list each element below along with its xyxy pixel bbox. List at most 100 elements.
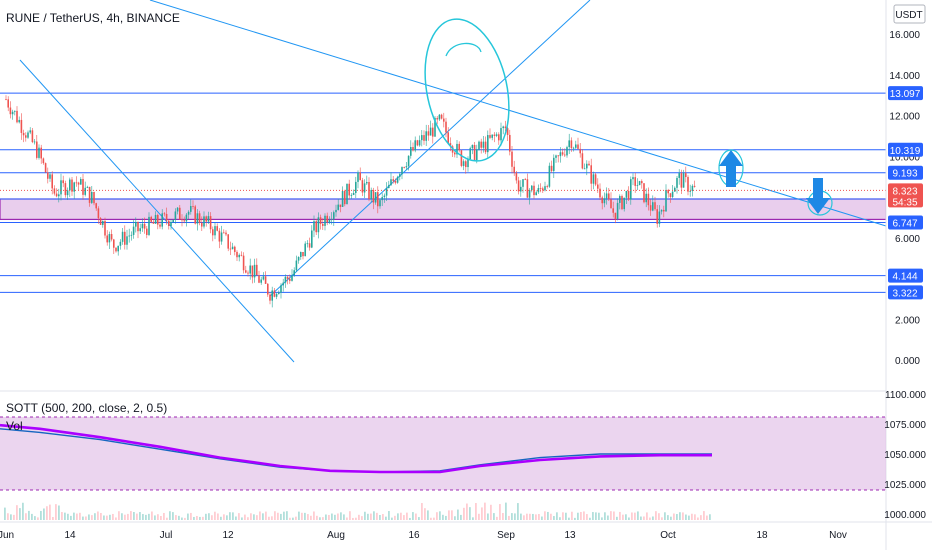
y-tick-label: 14.000 bbox=[889, 71, 920, 82]
candle-body bbox=[429, 127, 432, 136]
candle-body bbox=[333, 212, 335, 220]
candle-body bbox=[117, 245, 119, 252]
up-arrow-icon[interactable] bbox=[719, 150, 743, 187]
volume-bar bbox=[418, 517, 420, 520]
volume-bar bbox=[577, 512, 579, 520]
candle-body bbox=[416, 140, 419, 146]
candle-body bbox=[25, 135, 27, 138]
support-zone[interactable] bbox=[0, 198, 887, 221]
candle-body bbox=[190, 206, 192, 212]
volume-bar bbox=[97, 511, 99, 520]
volume-bar bbox=[283, 511, 285, 520]
candle-body bbox=[517, 180, 520, 192]
candle-body bbox=[443, 118, 445, 122]
volume-bar bbox=[118, 511, 120, 520]
volume-bar bbox=[220, 516, 222, 520]
candle-body bbox=[616, 202, 619, 219]
highlight-circle[interactable] bbox=[413, 11, 521, 168]
candle-body bbox=[570, 140, 573, 149]
candle-body bbox=[537, 188, 540, 193]
candle-body bbox=[93, 192, 95, 204]
candle-body bbox=[469, 148, 471, 160]
candle-body bbox=[597, 184, 599, 189]
volume-bar bbox=[475, 503, 477, 520]
volume-bar bbox=[142, 514, 144, 520]
candle-body bbox=[183, 220, 185, 222]
volume-bar bbox=[235, 516, 237, 520]
candle-body bbox=[300, 251, 302, 258]
x-tick-label: 12 bbox=[222, 530, 234, 541]
volume-bar bbox=[91, 515, 93, 520]
candle-body bbox=[262, 276, 265, 280]
candle-body bbox=[586, 163, 588, 169]
descending-trendline[interactable] bbox=[149, 0, 887, 227]
volume-bar bbox=[46, 506, 48, 520]
candle-body bbox=[20, 119, 23, 133]
volume-bar bbox=[130, 511, 132, 520]
level-tag-label: 3.322 bbox=[892, 288, 917, 299]
volume-bar bbox=[490, 504, 492, 520]
candle-body bbox=[665, 190, 667, 212]
volume-bar bbox=[415, 513, 417, 520]
x-tick-label: Jul bbox=[160, 530, 173, 541]
level-tag bbox=[888, 86, 923, 101]
candle-body bbox=[196, 213, 199, 224]
candle-body bbox=[322, 223, 324, 226]
candle-body bbox=[392, 179, 394, 181]
down-arrow-icon[interactable] bbox=[806, 178, 830, 214]
candle-body bbox=[550, 165, 553, 171]
volume-bar bbox=[250, 513, 252, 520]
candle-body bbox=[654, 202, 656, 210]
volume-bar bbox=[409, 517, 411, 520]
volume-bar bbox=[136, 513, 138, 520]
descending-trendline-steep[interactable] bbox=[19, 59, 295, 363]
volume-bar bbox=[574, 517, 576, 520]
sott-y-tick-label: 1025.000 bbox=[884, 480, 926, 491]
candle-body bbox=[16, 110, 18, 123]
volume-bar bbox=[553, 516, 555, 520]
volume-bar bbox=[286, 511, 288, 520]
candle-body bbox=[304, 243, 306, 257]
candle-body bbox=[22, 132, 25, 136]
volume-bar bbox=[364, 511, 366, 520]
currency-badge[interactable] bbox=[893, 4, 926, 24]
volume-bar bbox=[499, 504, 501, 520]
volume-bar bbox=[7, 513, 9, 520]
volume-bar bbox=[685, 514, 687, 520]
candle-body bbox=[53, 188, 56, 194]
candle-body bbox=[421, 135, 423, 141]
x-tick-label: Oct bbox=[660, 530, 676, 541]
volume-bar bbox=[634, 512, 636, 520]
candle-body bbox=[493, 134, 496, 136]
candle-body bbox=[220, 232, 223, 242]
x-tick-label: Aug bbox=[327, 530, 345, 541]
volume-bar bbox=[580, 511, 582, 520]
candle-body bbox=[500, 128, 502, 141]
candle-body bbox=[273, 290, 276, 297]
candle-body bbox=[612, 208, 614, 213]
candle-body bbox=[531, 185, 533, 191]
candle-body bbox=[476, 149, 478, 161]
candle-body bbox=[680, 173, 683, 188]
volume-bar bbox=[649, 517, 651, 520]
candle-body bbox=[212, 229, 214, 236]
volume-bar bbox=[607, 515, 609, 520]
candle-body bbox=[267, 283, 269, 295]
volume-bar bbox=[202, 516, 204, 520]
volume-bar bbox=[589, 517, 591, 520]
candle-body bbox=[29, 130, 31, 133]
volume-bar bbox=[163, 512, 165, 520]
volume-bar bbox=[373, 511, 375, 520]
volume-bar bbox=[226, 515, 228, 520]
candle-body bbox=[566, 147, 568, 156]
candle-body bbox=[339, 204, 342, 207]
volume-bar bbox=[568, 517, 570, 520]
volume-bar bbox=[673, 513, 675, 520]
candle-body bbox=[214, 226, 216, 236]
volume-bar bbox=[445, 515, 447, 520]
volume-bar bbox=[457, 509, 459, 520]
candle-body bbox=[253, 264, 256, 278]
ascending-trendline[interactable] bbox=[269, 0, 591, 297]
candle-body bbox=[326, 215, 328, 223]
